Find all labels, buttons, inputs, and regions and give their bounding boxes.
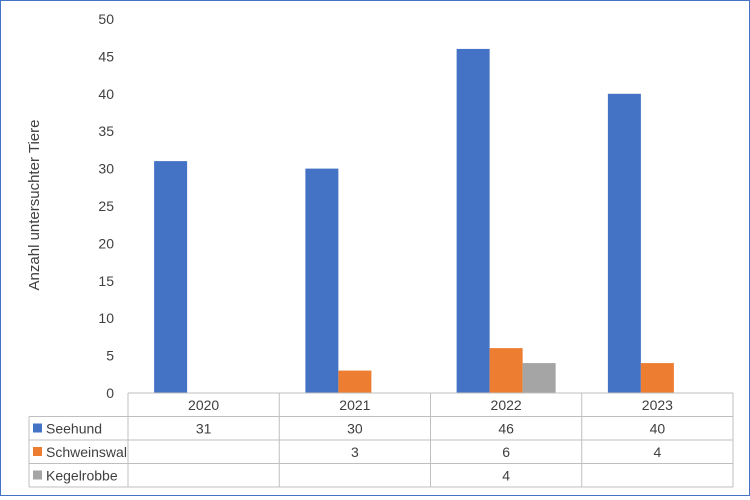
- legend-label-kegelrobbe: Kegelrobbe: [46, 468, 118, 484]
- y-axis: 0 5 10 15 20 25 30 35 40 45 50: [98, 11, 114, 401]
- category-label: 2021: [339, 397, 370, 413]
- bar-seehund-2023: [607, 93, 641, 394]
- bar-schweinswal-2023: [640, 363, 674, 393]
- y-tick-label: 30: [98, 161, 114, 177]
- y-tick-label: 5: [106, 348, 114, 364]
- y-tick-label: 25: [98, 198, 114, 214]
- legend-swatch-schweinswal: [33, 447, 42, 456]
- y-tick-label: 20: [98, 235, 114, 251]
- bar-schweinswal-2022: [489, 348, 523, 393]
- y-tick-label: 15: [98, 273, 114, 289]
- y-axis-label: Anzahl untersuchter Tiere: [26, 120, 43, 291]
- bar-schweinswal-2021: [338, 370, 372, 393]
- legend-swatch-kegelrobbe: [33, 470, 42, 480]
- data-label: 3: [351, 444, 359, 460]
- category-label: 2023: [642, 397, 673, 413]
- y-tick-label: 0: [106, 385, 114, 401]
- data-label: 30: [347, 421, 363, 437]
- bar-seehund-2021: [305, 168, 339, 393]
- bar-seehund-2022: [456, 48, 490, 394]
- bars: [154, 48, 674, 394]
- y-tick-label: 35: [98, 123, 114, 139]
- data-label: 4: [502, 468, 510, 484]
- legend-label-seehund: Seehund: [46, 421, 102, 437]
- y-tick-label: 10: [98, 310, 114, 326]
- category-label: 2020: [188, 397, 219, 413]
- y-tick-label: 40: [98, 86, 114, 102]
- category-label: 2022: [491, 397, 522, 413]
- data-label: 31: [196, 421, 212, 437]
- data-label: 46: [498, 421, 514, 437]
- data-label: 6: [502, 444, 510, 460]
- legend-swatch-seehund: [33, 423, 42, 433]
- y-tick-label: 50: [98, 11, 114, 27]
- bar-kegelrobbe-2022: [522, 363, 556, 393]
- legend-label-schweinswal: Schweinswal: [46, 444, 127, 460]
- bar-seehund-2020: [154, 161, 188, 393]
- data-label: 40: [650, 421, 666, 437]
- y-tick-label: 45: [98, 48, 114, 64]
- data-label: 4: [653, 444, 661, 460]
